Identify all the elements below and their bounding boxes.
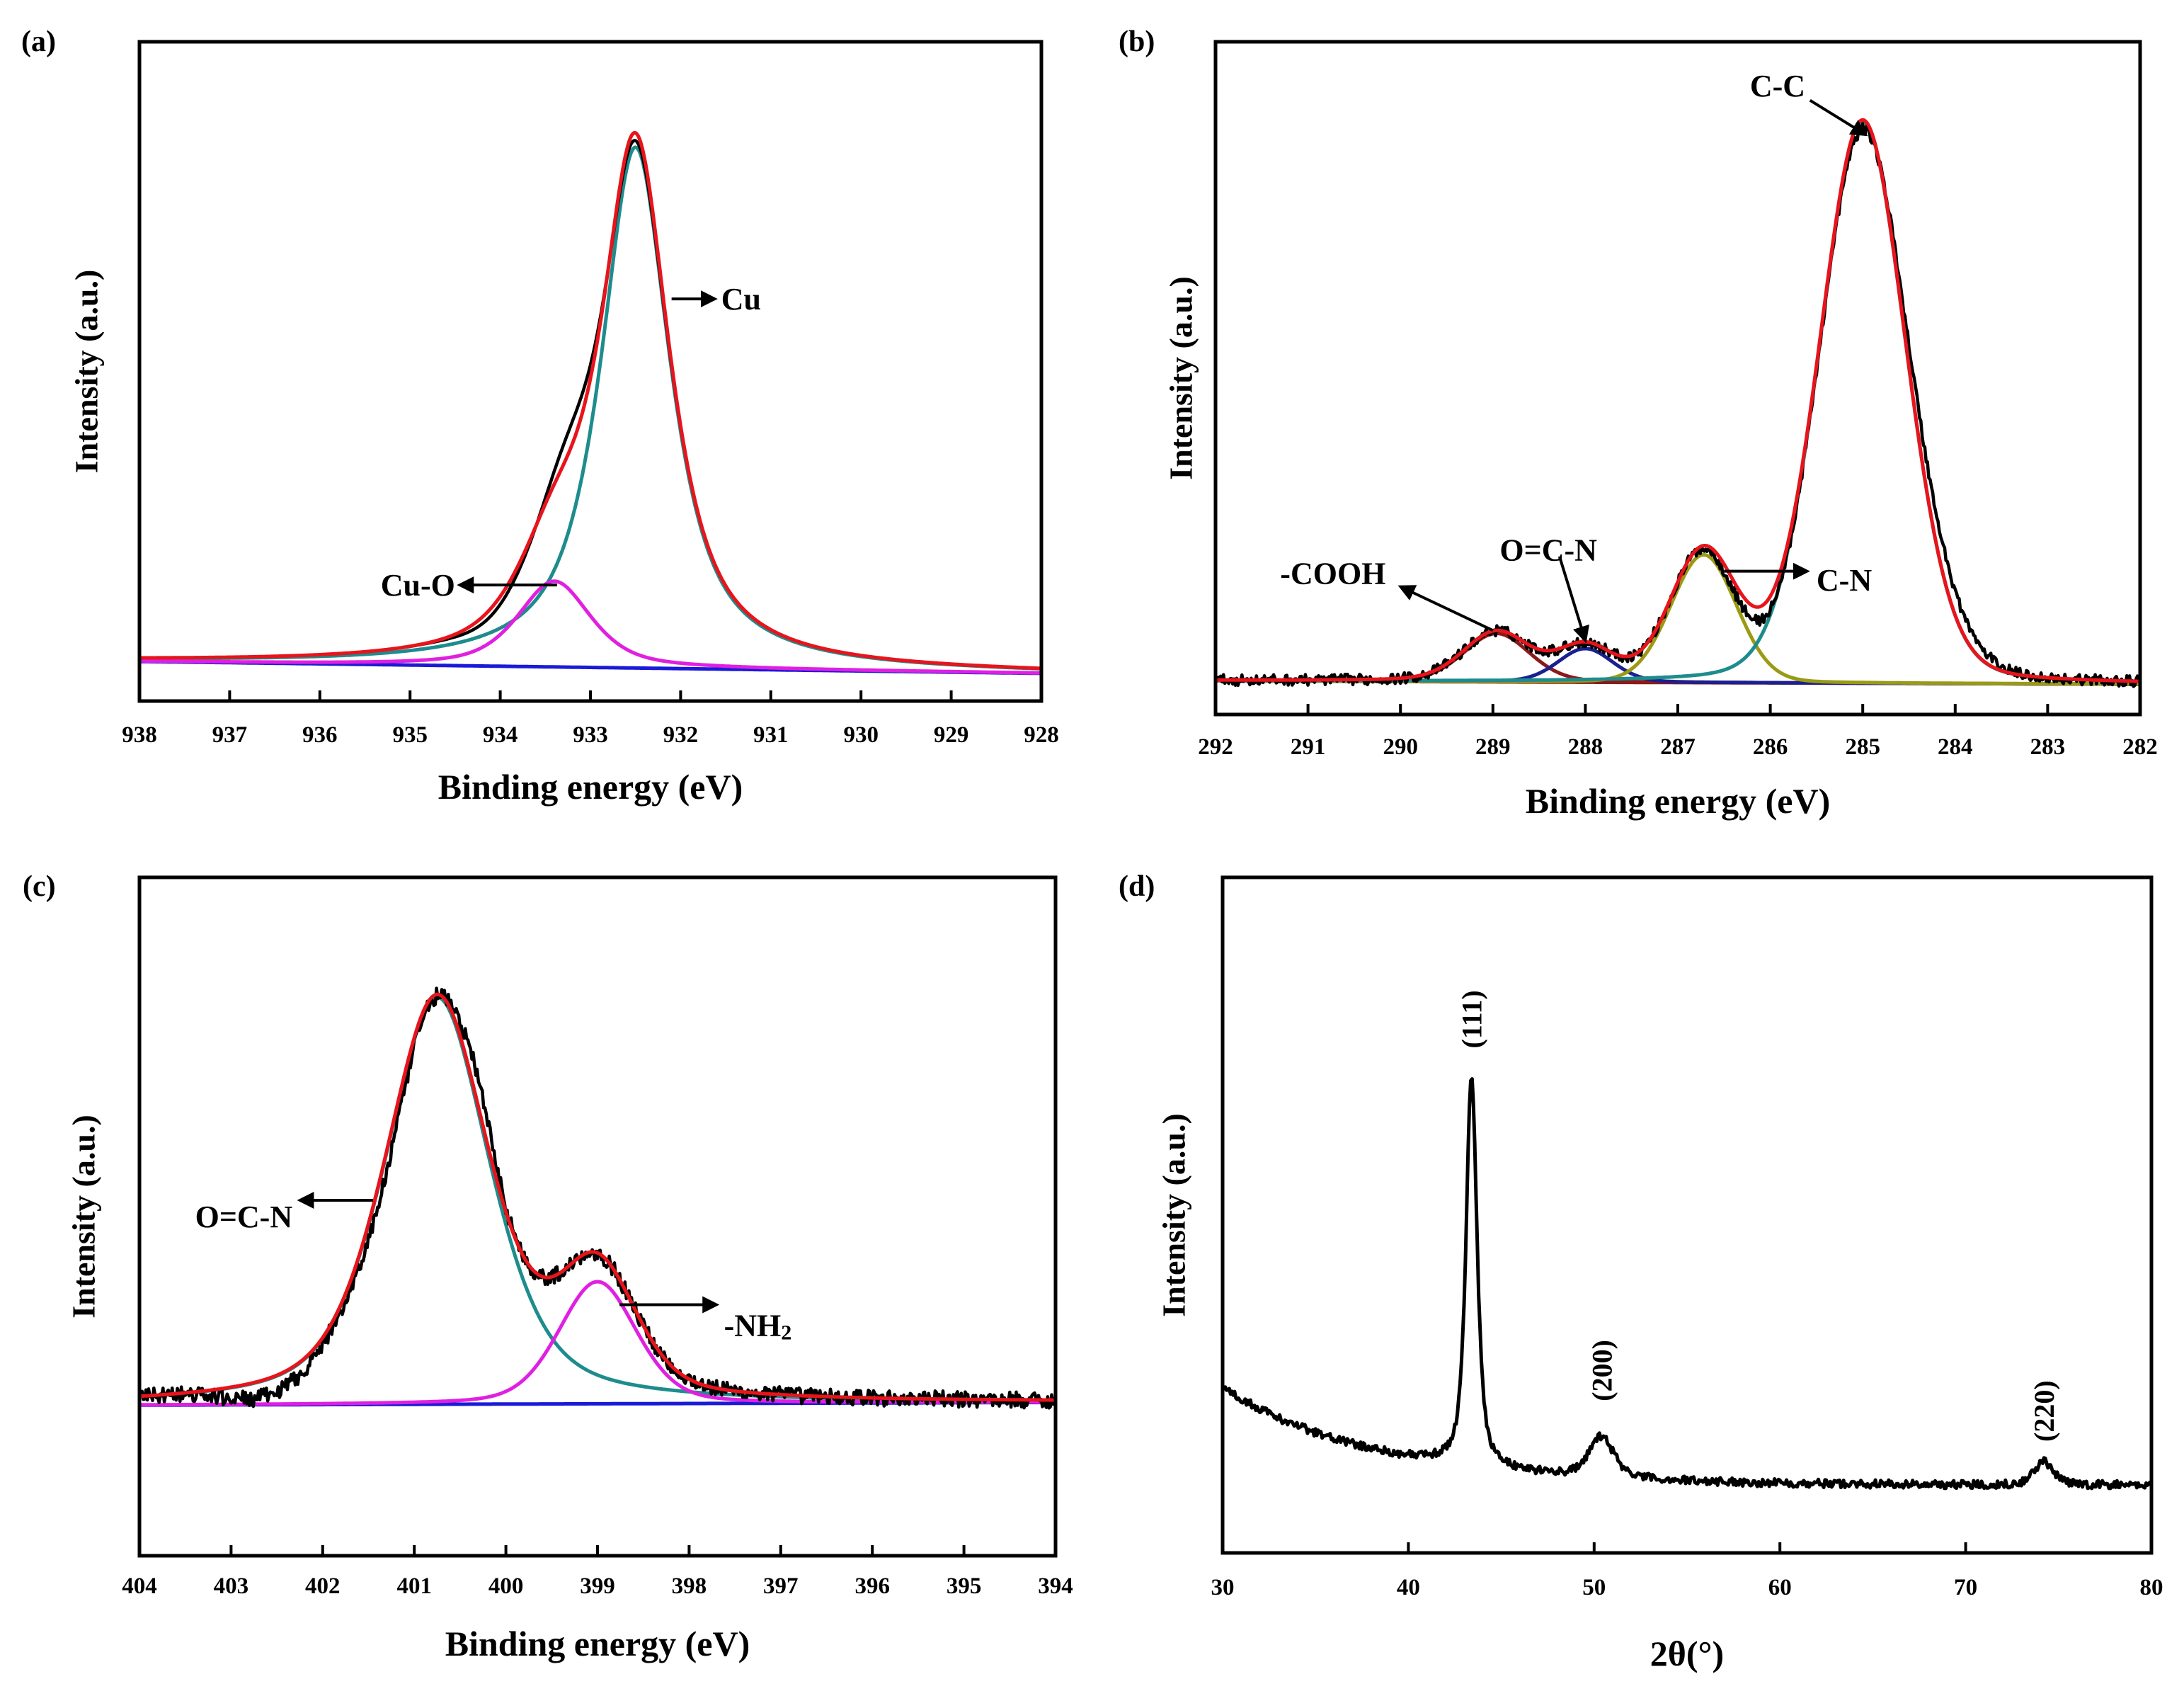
annotation-text: C-N: [1817, 563, 1872, 598]
annotation-cu: Cu: [721, 282, 761, 317]
x-tick-label: 40: [1397, 1575, 1420, 1600]
x-tick-label: 402: [305, 1573, 341, 1599]
panel-d: (d) 30 40 50 60 70 80 2θ(°) Intensity (a.u.) (111…: [1119, 870, 2163, 1673]
x-axis-title: Binding energy (eV): [1526, 781, 1831, 821]
annotation-text: Cu: [721, 282, 761, 317]
x-tick-label: 292: [1198, 734, 1233, 760]
x-tick-label: 288: [1568, 734, 1603, 760]
x-tick-label: 931: [753, 722, 789, 748]
series-component-c-c: [1216, 119, 2140, 683]
annotation-subscript: 2: [781, 1321, 791, 1344]
annotation-200: (200): [1586, 1340, 1618, 1401]
annotation-arrow: [1557, 556, 1589, 644]
y-axis-title: Intensity (a.u.): [1156, 1113, 1192, 1317]
series-component-cu: [139, 145, 1041, 671]
annotation-arrow: [1397, 585, 1494, 632]
annotation-text: -COOH: [1280, 556, 1385, 591]
x-tick-label: 928: [1024, 722, 1059, 748]
x-tick-label: 404: [122, 1573, 157, 1599]
x-tick-label: 934: [483, 722, 518, 748]
x-tick-label: 289: [1475, 734, 1511, 760]
x-tick-label: 80: [2140, 1575, 2163, 1600]
panel-c: (c) 404 403 402 401 400 399 398 397 396 395 394 Bind…: [23, 870, 1073, 1663]
annotation-text: (200): [1586, 1340, 1618, 1401]
annotation-arrow: [1809, 98, 1868, 137]
series-component-cu-o: [139, 579, 1041, 675]
annotation-text: Cu-O: [381, 568, 455, 603]
series-experimental: [139, 139, 1041, 671]
x-tick-label: 282: [2122, 734, 2158, 760]
x-tick-label: 30: [1211, 1575, 1235, 1600]
x-tick-label: 400: [488, 1573, 524, 1599]
series-experimental: [139, 986, 1056, 1410]
x-tick-label: 936: [302, 722, 338, 748]
plot-area: [1223, 1077, 2151, 1491]
annotation-c-c: C-C: [1750, 68, 1805, 103]
x-tick-label: 50: [1582, 1575, 1606, 1600]
series-xrd-pattern: [1223, 1077, 2151, 1491]
x-tick-label: 60: [1768, 1575, 1792, 1600]
annotation-cooh: -COOH: [1280, 556, 1385, 591]
y-axis-title: Intensity (a.u.): [69, 270, 105, 474]
x-tick-label: 399: [580, 1573, 615, 1599]
x-tick-label: 933: [573, 722, 608, 748]
series-fit-envelope: [139, 131, 1041, 671]
annotation-cu-o: Cu-O: [381, 568, 455, 603]
x-tick-label: 394: [1038, 1573, 1073, 1599]
annotation-nh: -NH2: [724, 1308, 792, 1344]
x-tick-label: 287: [1660, 734, 1696, 760]
panel-label: (a): [21, 25, 56, 58]
annotation-c-n: C-N: [1817, 563, 1872, 598]
panel-a: (a) 938 937 936 935 934 933 932 931 930 929 928 Bind…: [21, 25, 1059, 807]
annotation-text: (111): [1456, 990, 1487, 1048]
x-tick-label: 401: [396, 1573, 432, 1599]
x-tick-label: 935: [392, 722, 428, 748]
x-tick-label: 70: [1954, 1575, 1977, 1600]
y-axis-title: Intensity (a.u.): [66, 1115, 102, 1319]
x-tick-label: 291: [1291, 734, 1326, 760]
plot-area: [139, 986, 1056, 1410]
annotation-text: (220): [2028, 1380, 2059, 1442]
annotation-o-c-n: O=C-N: [1499, 533, 1597, 567]
panel-b: (b) 292 291 290 289 288 287 286 285 284 283 282 Bind…: [1119, 25, 2158, 821]
x-axis-title: Binding energy (eV): [438, 767, 743, 807]
annotation-text: O=C-N: [1499, 533, 1597, 567]
plot-frame: [1220, 875, 2154, 1555]
plot-frame: [1213, 40, 2142, 717]
x-tick-label: 285: [1845, 734, 1880, 760]
panel-label: (d): [1119, 870, 1155, 903]
panel-label: (b): [1119, 25, 1155, 58]
annotation-111: (111): [1456, 990, 1487, 1048]
x-tick-label: 937: [212, 722, 248, 748]
x-tick-label: 929: [934, 722, 969, 748]
x-tick-label: 932: [663, 722, 699, 748]
series-experimental: [1216, 122, 2140, 688]
x-tick-label: 930: [843, 722, 879, 748]
x-tick-label: 397: [763, 1573, 799, 1599]
annotation-text: -NH: [724, 1308, 782, 1343]
x-axis-title: 2θ(°): [1650, 1634, 1724, 1673]
x-tick-label: 284: [1938, 734, 1973, 760]
x-tick-label: 283: [2030, 734, 2066, 760]
series-fit-envelope: [139, 992, 1056, 1402]
annotation-o-c-n: O=C-N: [195, 1200, 293, 1234]
annotation-220: (220): [2028, 1380, 2059, 1442]
plot-area: [139, 131, 1041, 676]
x-tick-label: 286: [1753, 734, 1788, 760]
panel-label: (c): [23, 870, 56, 903]
x-tick-label: 938: [122, 722, 157, 748]
x-tick-label: 395: [947, 1573, 982, 1599]
annotation-text: C-C: [1750, 68, 1805, 103]
plot-area: [1216, 118, 2140, 688]
x-tick-label: 398: [672, 1573, 707, 1599]
series-fit-envelope: [1216, 118, 2140, 683]
y-axis-title: Intensity (a.u.): [1163, 276, 1199, 480]
x-tick-label: 290: [1383, 734, 1418, 760]
x-tick-label: 396: [854, 1573, 890, 1599]
x-axis-title: Binding energy (eV): [445, 1624, 750, 1663]
x-tick-label: 403: [214, 1573, 249, 1599]
annotation-text: O=C-N: [195, 1200, 293, 1234]
